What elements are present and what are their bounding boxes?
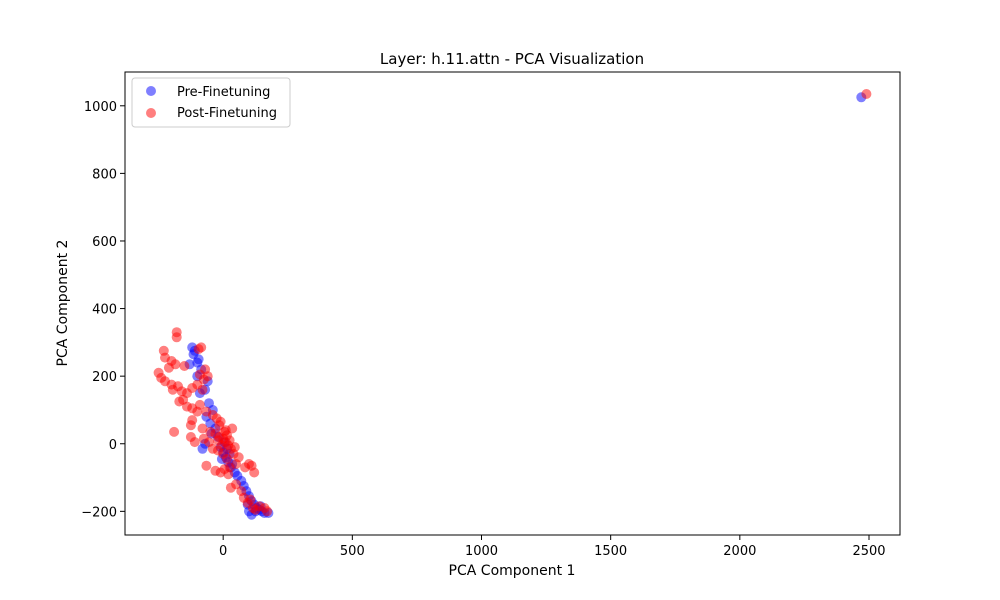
point-post-finetuning [262, 506, 273, 517]
point-post-finetuning [233, 452, 244, 463]
point-post-finetuning [174, 396, 185, 407]
point-post-finetuning [213, 435, 223, 446]
point-post-finetuning [179, 361, 190, 371]
point-post-finetuning [229, 442, 240, 453]
y-axis-label: PCA Component 2 [55, 240, 71, 367]
legend-label-pre-finetuning: Pre-Finetuning [177, 85, 270, 100]
chart-title: Layer: h.11.attn - PCA Visualization [380, 50, 644, 68]
point-post-finetuning [197, 423, 208, 434]
x-axis-ticks: 0 500 1000 1500 2000 2500 [219, 535, 886, 559]
point-post-finetuning [185, 420, 196, 431]
x-tick-label: 2500 [852, 544, 885, 559]
x-tick-label: 2000 [723, 544, 756, 559]
point-post-finetuning [210, 465, 221, 476]
point-post-finetuning [224, 462, 235, 473]
legend-marker-post-finetuning [146, 108, 156, 118]
point-post-finetuning [189, 437, 200, 448]
y-tick-label: 200 [92, 370, 117, 385]
x-tick-label: 1000 [465, 544, 498, 559]
x-axis-label: PCA Component 1 [449, 563, 576, 579]
point-post-finetuning [220, 425, 231, 436]
point-post-finetuning [197, 384, 208, 395]
legend-marker-pre-finetuning [146, 86, 156, 96]
y-tick-label: 600 [92, 235, 117, 250]
x-tick-label: 500 [340, 544, 365, 559]
point-post-finetuning [163, 362, 174, 373]
point-post-finetuning [169, 426, 180, 437]
point-post-finetuning [192, 406, 203, 417]
y-tick-label: 800 [92, 167, 117, 182]
legend-box [131, 77, 291, 128]
point-post-finetuning [222, 454, 232, 464]
point-post-finetuning [200, 364, 211, 375]
y-tick-label: 1000 [84, 100, 117, 115]
y-tick-label: 400 [92, 303, 117, 318]
legend-label-post-finetuning: Post-Finetuning [177, 106, 277, 121]
x-tick-label: 0 [219, 544, 227, 559]
point-post-finetuning [193, 344, 204, 355]
y-axis-ticks: −200 0 200 400 600 800 1000 [81, 100, 125, 520]
point-post-finetuning [861, 89, 872, 99]
legend: Pre-Finetuning Post-Finetuning [131, 77, 291, 128]
y-tick-label: 0 [109, 438, 117, 453]
plot-frame [124, 71, 901, 536]
y-tick-label: −200 [81, 505, 117, 520]
point-pre-finetuning [197, 443, 208, 454]
point-post-finetuning [171, 332, 182, 343]
point-post-finetuning [249, 467, 260, 478]
point-post-finetuning [201, 460, 212, 471]
x-tick-label: 1500 [594, 544, 627, 559]
data-points [153, 89, 872, 520]
point-post-finetuning [245, 494, 256, 505]
point-post-finetuning [231, 479, 242, 490]
